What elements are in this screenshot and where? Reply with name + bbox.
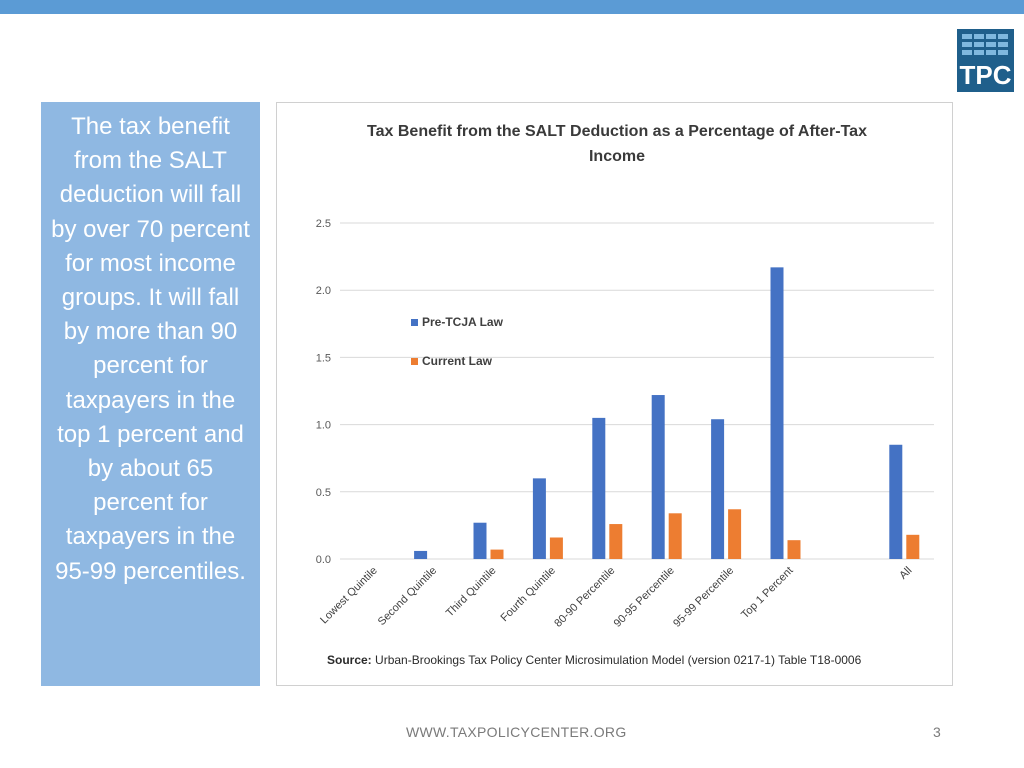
- legend-label: Current Law: [422, 354, 493, 368]
- source-label: Source:: [327, 653, 372, 667]
- top-accent-bar: [0, 0, 1024, 14]
- bar-current-law: [906, 534, 920, 559]
- x-tick-label: 95-99 Percentile: [671, 565, 736, 630]
- bar-current-law: [787, 540, 801, 559]
- chart-title: Tax Benefit from the SALT Deduction as a…: [367, 123, 867, 165]
- callout-text: The tax benefit from the SALT deduction …: [51, 113, 250, 585]
- bar-current-law: [609, 524, 623, 559]
- source-note: Source: Urban-Brookings Tax Policy Cente…: [327, 653, 861, 667]
- x-tick-label: Third Quintile: [444, 565, 499, 620]
- bar-current-law: [668, 513, 682, 559]
- x-tick-label: 90-95 Percentile: [612, 565, 677, 630]
- y-tick-label: 2.5: [316, 218, 331, 230]
- y-tick-label: 2.0: [316, 285, 331, 297]
- y-tick-label: 0.5: [316, 487, 331, 499]
- y-tick-label: 1.5: [316, 352, 331, 364]
- legend-label: Pre-TCJA Law: [422, 315, 504, 329]
- page-number: 3: [933, 724, 941, 740]
- bar-pre-tcja: [532, 478, 546, 559]
- x-tick-label: All: [897, 565, 914, 582]
- bar-pre-tcja: [592, 417, 606, 559]
- bar-pre-tcja: [711, 419, 725, 559]
- bar-pre-tcja: [889, 444, 903, 559]
- x-tick-label: Fourth Quintile: [499, 565, 559, 625]
- bar-pre-tcja: [770, 267, 784, 559]
- y-tick-label: 0.0: [316, 554, 331, 566]
- bar-pre-tcja: [651, 395, 665, 559]
- logo-grid-icon: [962, 34, 1009, 58]
- bar-current-law: [728, 509, 742, 559]
- source-text: Urban-Brookings Tax Policy Center Micros…: [375, 653, 862, 667]
- bar-pre-tcja: [473, 522, 487, 559]
- logo-text: TPC: [959, 60, 1012, 90]
- y-tick-label: 1.0: [316, 420, 331, 432]
- bar-chart: 0.0 0.5 1.0 1.5 2.0 2.5 Lowest QuintileSecond …: [316, 218, 934, 630]
- tpc-logo: TPC: [957, 29, 1014, 92]
- x-tick-label: Second Quintile: [376, 565, 439, 628]
- legend-swatch: [411, 319, 418, 326]
- legend-swatch: [411, 358, 418, 365]
- chart-container: Tax Benefit from the SALT Deduction as a…: [276, 102, 953, 686]
- x-tick-label: 80-90 Percentile: [552, 565, 617, 630]
- callout-box: The tax benefit from the SALT deduction …: [41, 102, 260, 686]
- bar-current-law: [549, 537, 563, 559]
- x-tick-label: Lowest Quintile: [318, 565, 380, 627]
- bar-current-law: [490, 549, 504, 559]
- bar-pre-tcja: [414, 550, 428, 559]
- x-tick-label: Top 1 Percent: [739, 565, 795, 621]
- footer-url[interactable]: WWW.TAXPOLICYCENTER.ORG: [406, 724, 627, 740]
